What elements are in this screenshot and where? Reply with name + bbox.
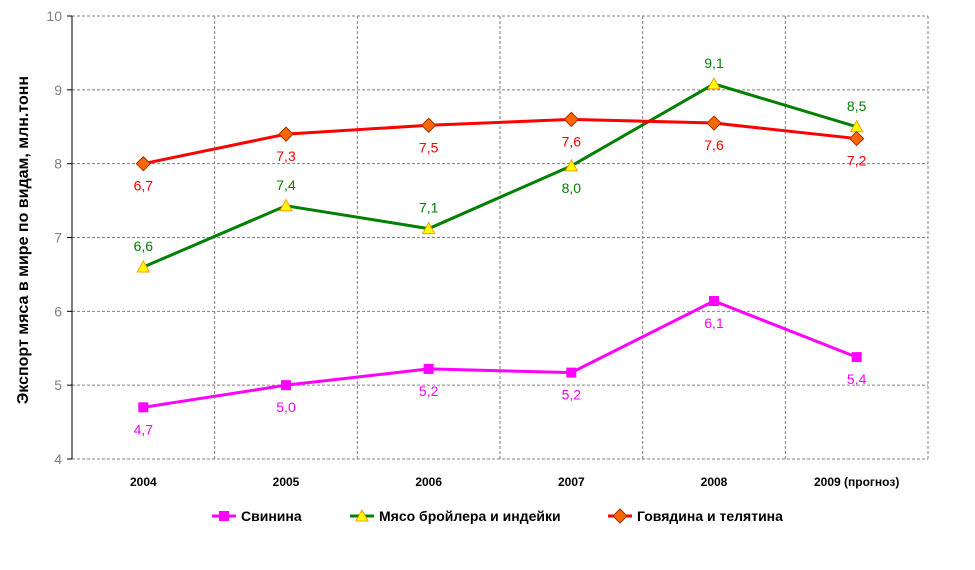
y-tick-label: 7 — [54, 230, 62, 246]
marker-triangle — [136, 259, 151, 273]
marker-triangle — [564, 158, 579, 172]
data-label: 6,1 — [704, 315, 724, 331]
legend-label: Мясо бройлера и индейки — [379, 508, 561, 524]
x-tick-label: 2006 — [415, 475, 442, 489]
x-tick-label: 2007 — [558, 475, 585, 489]
data-label: 6,6 — [134, 238, 154, 254]
data-label: 5,2 — [419, 383, 439, 399]
axes: 4 5 6 7 8 9 10 2004 2005 2006 2007 2008 2009 (прогно… — [46, 8, 899, 489]
marker-triangle — [279, 198, 293, 212]
legend-label: Говядина и телятина — [637, 508, 783, 524]
y-axis-label: Экспорт мяса в мире по видам, млн.тонн — [15, 76, 32, 404]
marker-square — [709, 295, 719, 306]
marker-triangle — [355, 508, 369, 522]
data-label: 7,6 — [562, 133, 582, 149]
legend-item: Говядина и телятина — [608, 508, 783, 524]
data-label: 6,7 — [134, 178, 154, 194]
series-line — [143, 117, 857, 166]
data-label: 7,2 — [847, 153, 867, 169]
series-line — [143, 299, 858, 409]
marker-triangle — [421, 221, 436, 235]
data-label: 4,7 — [134, 421, 154, 437]
data-label: 5,2 — [562, 387, 582, 403]
marker-square — [219, 511, 229, 521]
data-label: 7,5 — [419, 139, 439, 155]
y-tick-label: 10 — [46, 8, 62, 24]
y-tick-label: 9 — [54, 82, 62, 98]
data-label: 5,4 — [847, 371, 867, 387]
legend-label: Свинина — [241, 508, 302, 524]
x-tick-label: 2009 (прогноз) — [814, 475, 899, 489]
marker-diamond — [848, 130, 865, 147]
marker-diamond — [612, 508, 628, 524]
data-label: 5,0 — [276, 399, 296, 415]
marker-diamond — [563, 111, 580, 128]
legend-item: Свинина — [212, 508, 302, 524]
data-label: 7,3 — [276, 148, 296, 164]
marker-square — [423, 363, 434, 374]
y-tick-label: 5 — [54, 377, 62, 393]
gridlines — [72, 15, 929, 460]
series-square: 4,7 5,0 5,2 5,2 6,1 5,4 — [134, 295, 867, 437]
data-label: 7,4 — [276, 177, 296, 193]
series-group: 4,7 5,0 5,2 5,2 6,1 5,4 6,6 7,4 7,1 8,0 9,1 8,5 6,7 7… — [134, 55, 867, 437]
marker-square — [138, 402, 149, 413]
series-diamond: 6,7 7,3 7,5 7,6 7,6 7,2 — [134, 111, 867, 194]
marker-square — [851, 352, 862, 363]
y-tick-label: 4 — [54, 451, 62, 467]
data-label: 7,1 — [419, 200, 439, 216]
data-label: 7,6 — [704, 137, 724, 153]
marker-square — [566, 367, 577, 378]
marker-diamond — [135, 155, 152, 172]
series-line — [142, 82, 858, 269]
marker-diamond — [706, 115, 722, 131]
marker-triangle — [707, 76, 721, 90]
legend: Свинина Мясо бройлера и индейки Говядина и… — [212, 508, 783, 524]
marker-diamond — [278, 126, 294, 142]
data-label: 8,5 — [847, 98, 867, 114]
marker-diamond — [420, 117, 437, 133]
x-tick-label: 2008 — [701, 475, 728, 489]
x-tick-label: 2005 — [273, 475, 300, 489]
y-tick-label: 8 — [54, 156, 62, 172]
y-tick-label: 6 — [54, 303, 62, 319]
x-tick-label: 2004 — [130, 475, 157, 489]
legend-item: Мясо бройлера и индейки — [350, 508, 561, 524]
marker-square — [281, 380, 291, 391]
data-label: 9,1 — [704, 55, 724, 71]
data-label: 8,0 — [562, 180, 582, 196]
